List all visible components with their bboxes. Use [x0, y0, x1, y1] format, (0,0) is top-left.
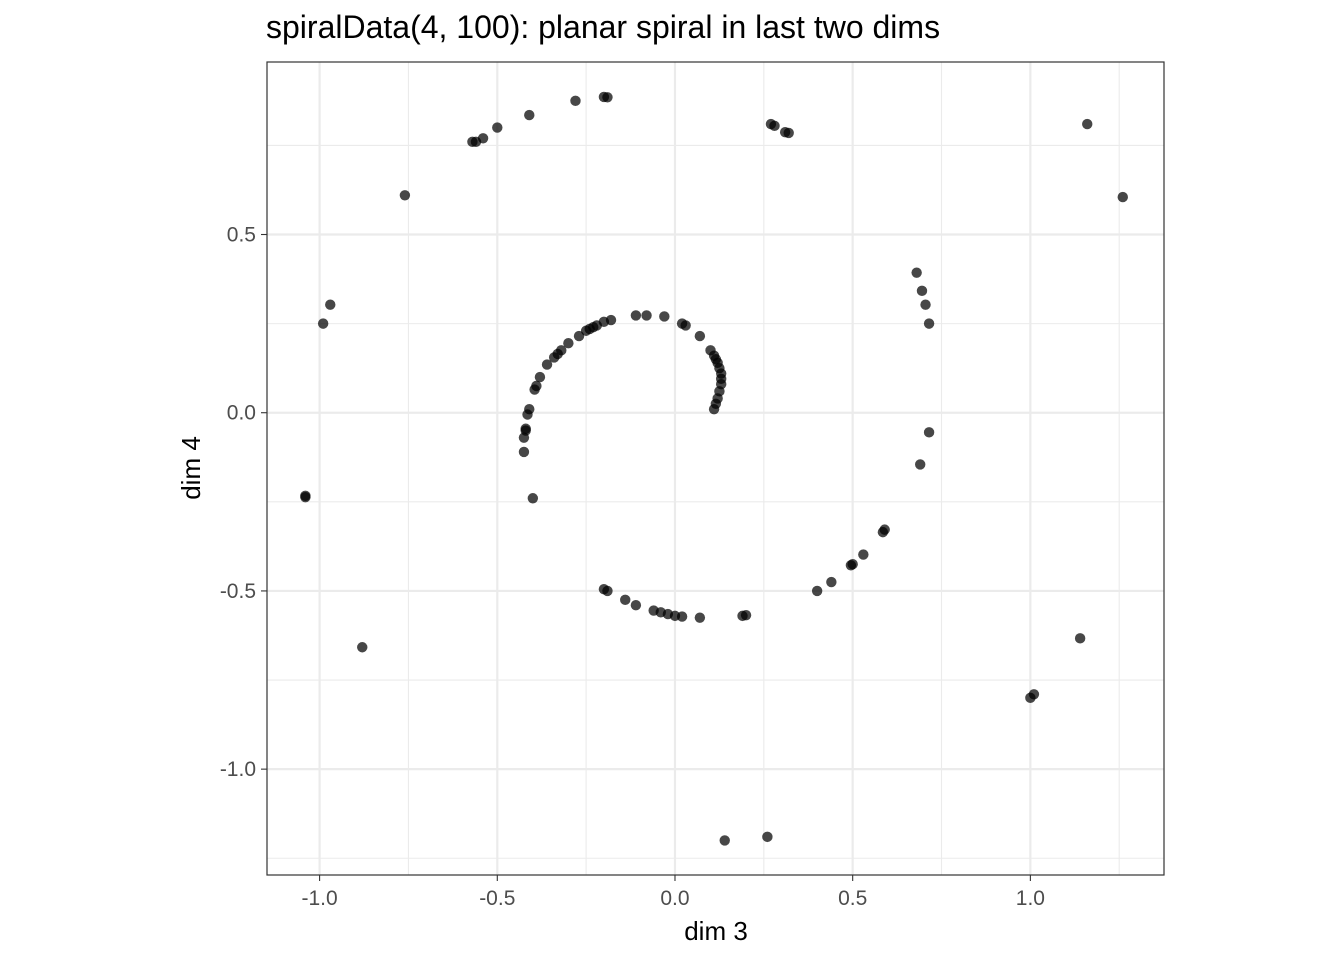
data-points	[300, 91, 1128, 846]
data-point	[740, 609, 752, 621]
data-point	[826, 576, 837, 588]
x-axis-title: dim 3	[684, 916, 748, 946]
plot-panel	[266, 61, 1165, 876]
data-point	[694, 612, 706, 623]
data-point	[598, 91, 610, 103]
data-point	[357, 642, 368, 653]
panel-background	[267, 62, 1164, 875]
data-point	[694, 330, 706, 342]
data-point	[518, 432, 530, 443]
data-point	[570, 95, 581, 107]
data-point	[811, 585, 823, 597]
chart-title: spiralData(4, 100): planar spiral in las…	[266, 9, 940, 45]
data-point	[1117, 191, 1128, 203]
data-point	[529, 384, 540, 395]
data-point	[317, 318, 329, 329]
data-point	[719, 835, 730, 846]
data-point	[676, 611, 688, 622]
x-tick-label: 0.0	[660, 887, 689, 910]
data-point	[911, 267, 922, 278]
data-point	[641, 310, 652, 321]
y-tick-label: 0.0	[227, 402, 256, 425]
x-tick-label: 1.0	[1016, 887, 1045, 910]
y-tick-label: 0.5	[227, 224, 256, 247]
data-point	[548, 352, 560, 363]
grid-major	[267, 62, 1164, 875]
data-point	[847, 558, 858, 570]
data-point	[300, 491, 311, 503]
data-point	[762, 831, 773, 843]
x-tick-label: -1.0	[302, 887, 338, 910]
data-point	[923, 427, 935, 438]
data-point	[573, 330, 585, 342]
data-point	[769, 120, 780, 131]
data-point	[923, 318, 935, 329]
data-point	[399, 190, 411, 201]
data-point	[858, 549, 869, 560]
y-tick-label: -1.0	[220, 758, 256, 781]
x-axis: -1.0 -0.5 0.0 0.5 1.0	[302, 875, 1045, 910]
data-point	[527, 493, 539, 504]
data-point	[524, 109, 535, 121]
y-axis: -1.0 -0.5 0.0 0.5	[220, 224, 267, 781]
grid-minor	[267, 62, 1164, 875]
data-point	[563, 338, 574, 349]
y-tick-label: -0.5	[220, 580, 256, 603]
data-point	[630, 310, 642, 321]
data-point	[659, 311, 670, 322]
data-point	[325, 299, 336, 310]
data-point	[680, 320, 691, 331]
data-point	[783, 127, 794, 139]
x-tick-label: 0.5	[838, 887, 867, 910]
data-point	[522, 409, 533, 420]
panel-border	[266, 61, 1165, 876]
data-point	[916, 285, 928, 297]
data-point	[518, 446, 530, 458]
data-point	[620, 594, 631, 606]
data-point	[1025, 692, 1036, 704]
data-point	[534, 371, 546, 383]
data-point	[1082, 118, 1093, 130]
data-point	[879, 524, 890, 535]
data-point	[477, 133, 489, 144]
data-point	[630, 599, 642, 611]
data-point	[708, 403, 720, 415]
data-point	[492, 122, 503, 133]
data-point	[915, 459, 926, 470]
y-axis-title: dim 4	[176, 436, 206, 500]
data-point	[467, 136, 478, 148]
x-tick-label: -0.5	[479, 887, 515, 910]
data-point	[541, 359, 553, 370]
data-point	[1074, 633, 1086, 644]
data-point	[602, 585, 613, 597]
data-point	[580, 325, 592, 336]
data-point	[920, 299, 931, 310]
